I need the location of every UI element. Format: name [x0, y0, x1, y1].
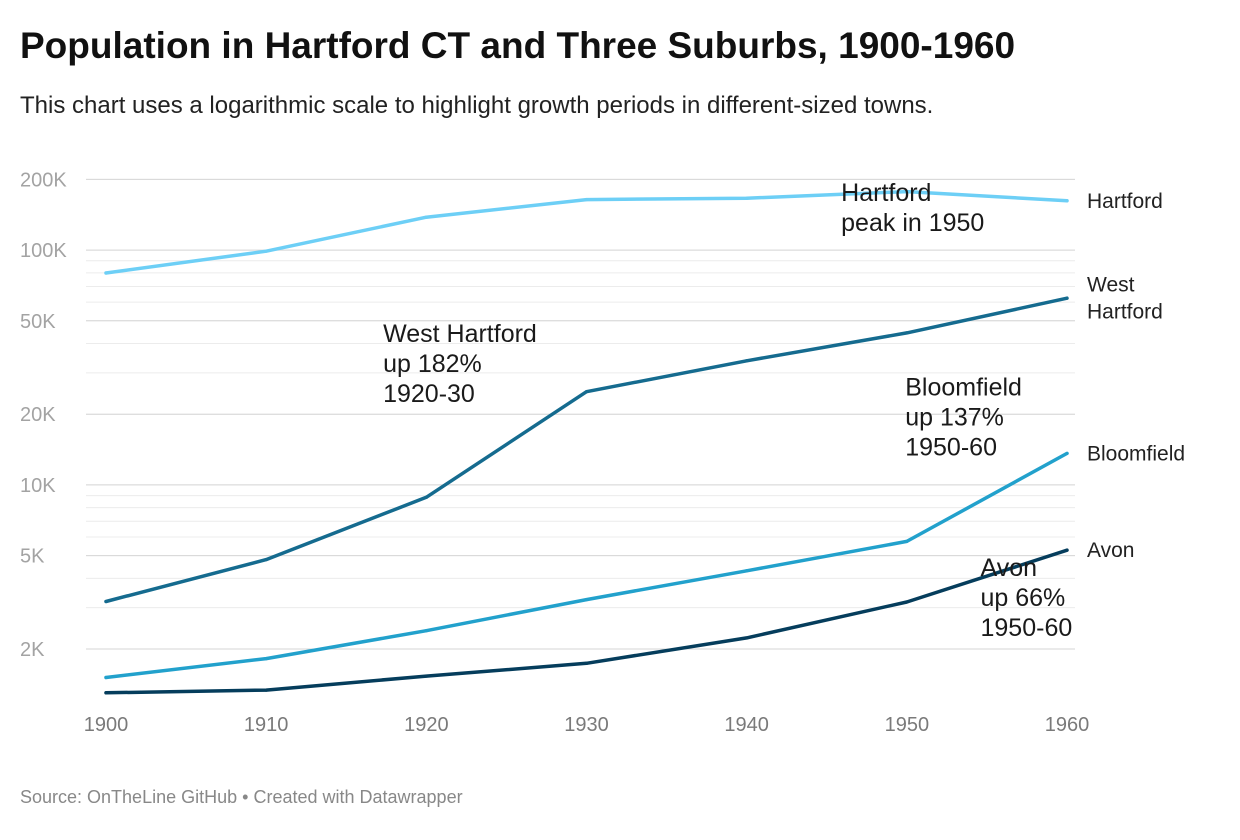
- annotation-line: 1950-60: [981, 614, 1073, 642]
- x-tick-label: 1930: [564, 714, 609, 736]
- hartford-end-label: Hartford: [1087, 190, 1163, 213]
- chart-subtitle: This chart uses a logarithmic scale to h…: [20, 92, 934, 119]
- y-tick-label: 50K: [20, 311, 56, 333]
- avon-data-point: [745, 636, 749, 640]
- bloomfield-data-point: [104, 675, 108, 680]
- y-tick-label: 5K: [20, 546, 45, 568]
- chart-footer: Source: OnTheLine GitHub • Created with …: [20, 784, 463, 810]
- end-label-line: West: [1087, 274, 1135, 297]
- x-tick-label: 1900: [84, 714, 129, 736]
- avon-data-point: [104, 691, 108, 695]
- west-hartford-data-point: [745, 359, 749, 363]
- annotation-west-hartford: West Hartford up 182% 1920-30: [383, 320, 537, 408]
- end-label-line: Hartford: [1087, 301, 1163, 324]
- annotation-line: up 137%: [905, 404, 1004, 432]
- annotation-line: peak in 1950: [841, 209, 984, 237]
- annotation-line: Avon: [981, 554, 1038, 582]
- avon-data-point: [584, 661, 589, 665]
- west-hartford-data-point: [584, 390, 589, 394]
- x-tick-label: 1960: [1045, 714, 1090, 736]
- y-tick-label: 200K: [20, 169, 67, 191]
- end-label-line: Hartford: [1087, 190, 1163, 213]
- avon-data-point: [1065, 548, 1069, 552]
- series-end-labels: Hartford West Hartford Bloomfield Avon: [1087, 190, 1185, 562]
- hartford-data-point: [1065, 199, 1069, 203]
- annotation-line: up 182%: [383, 350, 482, 378]
- hartford-data-point: [424, 215, 428, 219]
- x-axis-tick-labels: 1900 1910 1920 1930 1940 1950 1960: [84, 714, 1090, 736]
- west-hartford-data-point: [424, 495, 428, 499]
- series-lines: [104, 189, 1069, 695]
- annotation-avon: Avon up 66% 1950-60: [981, 554, 1073, 642]
- west-hartford-data-point: [264, 557, 268, 562]
- annotation-line: Hartford: [841, 179, 931, 207]
- y-tick-label: 20K: [20, 404, 56, 426]
- hartford-data-point: [104, 271, 108, 275]
- bloomfield-data-point: [905, 539, 909, 544]
- x-tick-label: 1910: [244, 714, 289, 736]
- annotation-line: Bloomfield: [905, 374, 1022, 402]
- avon-data-point: [264, 688, 268, 692]
- west-hartford-data-point: [1065, 296, 1069, 300]
- avon-end-label: Avon: [1087, 539, 1135, 562]
- annotation-line: West Hartford: [383, 320, 537, 348]
- bloomfield-data-point: [264, 656, 268, 661]
- chart-title: Population in Hartford CT and Three Subu…: [20, 25, 1016, 66]
- x-tick-label: 1920: [404, 714, 449, 736]
- footer-separator: •: [242, 787, 249, 807]
- chart-annotations: Hartford peak in 1950 West Hartford up 182%…: [383, 179, 1072, 642]
- end-label-line: Bloomfield: [1087, 442, 1185, 465]
- avon-data-point: [905, 600, 909, 604]
- y-tick-label: 2K: [20, 639, 45, 661]
- hartford-data-point: [584, 197, 589, 202]
- bloomfield-data-point: [1065, 451, 1069, 456]
- annotation-line: up 66%: [981, 584, 1066, 612]
- annotation-hartford: Hartford peak in 1950: [841, 179, 984, 237]
- west-hartford-end-label: West Hartford: [1087, 274, 1163, 324]
- y-tick-label: 100K: [20, 240, 67, 262]
- bloomfield-data-point: [424, 629, 428, 633]
- y-tick-label: 10K: [20, 475, 56, 497]
- avon-series-line[interactable]: [104, 548, 1069, 695]
- bloomfield-data-point: [745, 569, 749, 573]
- west-hartford-data-point: [905, 331, 909, 335]
- hartford-data-point: [745, 196, 749, 200]
- datawrapper-credit-link[interactable]: Created with Datawrapper: [253, 787, 463, 807]
- y-axis-tick-labels: 2K 5K 10K 20K 50K 100K 200K: [20, 169, 67, 661]
- annotation-bloomfield: Bloomfield up 137% 1950-60: [905, 374, 1022, 462]
- source-link[interactable]: Source: OnTheLine GitHub: [20, 787, 238, 807]
- x-tick-label: 1940: [724, 714, 769, 736]
- grid-lines: [86, 178, 1075, 650]
- hartford-data-point: [905, 190, 909, 194]
- bloomfield-data-point: [584, 598, 589, 602]
- annotation-line: 1950-60: [905, 434, 997, 462]
- avon-data-point: [424, 674, 428, 678]
- annotation-line: 1920-30: [383, 380, 475, 408]
- bloomfield-end-label: Bloomfield: [1087, 442, 1185, 465]
- end-label-line: Avon: [1087, 539, 1135, 562]
- hartford-data-point: [264, 249, 268, 253]
- west-hartford-data-point: [104, 599, 108, 604]
- x-tick-label: 1950: [885, 714, 930, 736]
